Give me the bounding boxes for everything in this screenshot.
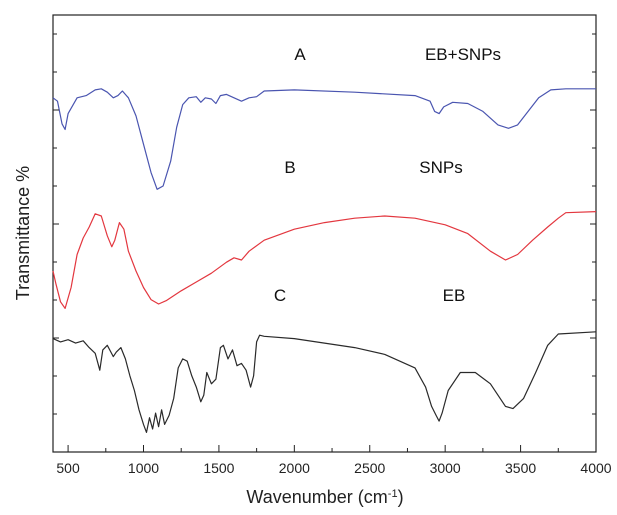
series-line-a xyxy=(52,88,596,190)
y-axis-title: Transmittance % xyxy=(13,166,33,300)
annotation-a: A xyxy=(294,45,306,64)
x-tick-label-2500: 2500 xyxy=(354,460,385,476)
x-tick-label-3000: 3000 xyxy=(430,460,461,476)
x-tick-label-3500: 3500 xyxy=(505,460,536,476)
annotation-eb: EB xyxy=(443,286,466,305)
x-tick-label-2000: 2000 xyxy=(279,460,310,476)
x-axis-title-close: ) xyxy=(398,487,404,507)
x-tick-label-4000: 4000 xyxy=(580,460,611,476)
series-line-b xyxy=(52,211,597,309)
x-tick-label-500: 500 xyxy=(56,460,80,476)
plot-frame xyxy=(52,14,597,453)
x-tick-label-1000: 1000 xyxy=(128,460,159,476)
x-axis-title-sup: -1 xyxy=(388,488,398,500)
annotation-c: C xyxy=(274,286,286,305)
annotation-snps: SNPs xyxy=(419,158,462,177)
tick-layer: 500 1000 1500 2000 2500 3000 3500 4000 xyxy=(53,33,612,476)
annotation-b: B xyxy=(284,158,295,177)
series-layer xyxy=(52,88,597,433)
x-axis-title-main: Wavenumber (cm xyxy=(246,487,387,507)
x-axis-title: Wavenumber (cm-1) xyxy=(246,487,403,507)
series-line-c xyxy=(52,331,597,433)
x-tick-label-1500: 1500 xyxy=(203,460,234,476)
annotation-eb-snps: EB+SNPs xyxy=(425,45,501,64)
